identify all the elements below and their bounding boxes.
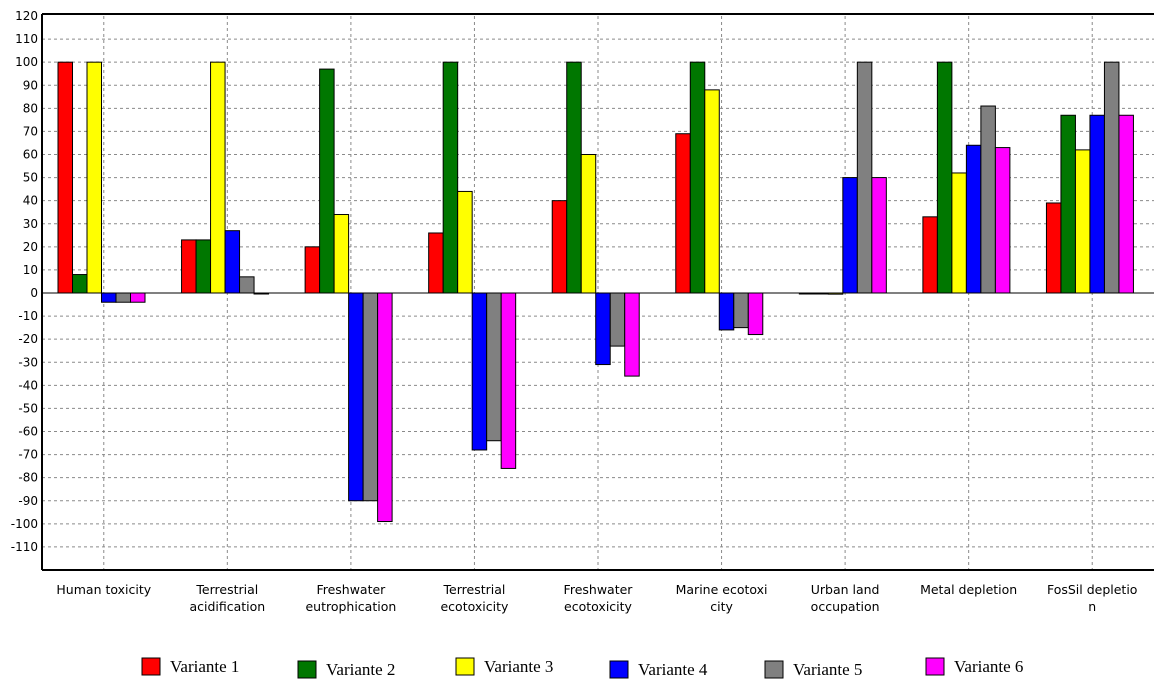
bar — [115, 292, 131, 303]
bar — [675, 133, 691, 294]
bar — [842, 177, 858, 294]
bar — [471, 292, 488, 451]
y-tick-label: -50 — [18, 401, 38, 415]
legend-label: Variante 5 — [793, 660, 862, 679]
bar — [689, 61, 706, 294]
legend-swatch — [297, 660, 317, 679]
bar — [101, 292, 117, 303]
legend-swatch — [925, 657, 945, 676]
bar — [624, 292, 640, 377]
legend-swatch — [141, 657, 161, 676]
x-tick-label: Freshwater eutrophication — [305, 582, 396, 614]
x-tick-label: Metal depletion — [920, 582, 1017, 597]
y-tick-label: 20 — [23, 240, 38, 254]
bar — [922, 216, 938, 294]
bar — [181, 239, 197, 294]
bar — [1118, 114, 1134, 294]
x-tick-label: Terrestrial acidification — [189, 582, 265, 614]
y-tick-label: 80 — [23, 101, 38, 115]
y-tick-label: 0 — [30, 286, 38, 300]
bar — [704, 89, 720, 294]
bar — [1045, 202, 1062, 294]
bar — [333, 214, 350, 294]
legend-swatch — [455, 657, 475, 676]
y-tick-label: -100 — [11, 517, 38, 531]
y-tick-label: 120 — [15, 9, 38, 23]
bar — [348, 292, 364, 502]
x-tick-label: Terrestrial ecotoxicity — [440, 582, 508, 614]
bar — [733, 292, 749, 329]
legend-label: Variante 6 — [954, 657, 1023, 676]
bar — [595, 292, 611, 366]
y-tick-label: -90 — [18, 494, 38, 508]
bar — [304, 246, 321, 294]
legend-label: Variante 1 — [170, 657, 239, 676]
x-tick-label: Marine ecotoxi city — [676, 582, 768, 614]
bar — [951, 172, 967, 294]
bar — [1089, 114, 1105, 294]
bar — [580, 154, 597, 294]
bar — [210, 61, 226, 294]
bar — [980, 105, 996, 294]
y-tick-label: 100 — [15, 55, 38, 69]
x-tick-label: Human toxicity — [56, 582, 151, 597]
bar — [195, 239, 212, 294]
y-tick-label: -20 — [18, 332, 38, 346]
bar — [856, 61, 873, 294]
y-tick-label: -60 — [18, 425, 38, 439]
bar — [224, 230, 241, 294]
bar — [551, 200, 568, 294]
y-tick-label: -70 — [18, 448, 38, 462]
legend-swatch — [609, 660, 629, 679]
y-tick-label: 60 — [23, 148, 38, 162]
legend-label: Variante 3 — [484, 657, 553, 676]
bar — [377, 292, 393, 523]
y-tick-label: -80 — [18, 471, 38, 485]
y-tick-label: 30 — [23, 217, 38, 231]
y-tick-label: 40 — [23, 194, 38, 208]
bar — [747, 292, 764, 336]
y-tick-label: 70 — [23, 124, 38, 138]
y-tick-label: -110 — [11, 540, 38, 554]
bar — [428, 232, 444, 294]
bar — [239, 276, 255, 294]
x-tick-label: Freshwater ecotoxicity — [564, 582, 634, 614]
y-tick-label: -10 — [18, 309, 38, 323]
x-tick-label: FosSil depletio n — [1047, 582, 1138, 614]
bar — [718, 292, 735, 331]
bar — [994, 147, 1011, 294]
bar — [57, 61, 73, 294]
y-tick-label: -30 — [18, 355, 38, 369]
bar — [566, 61, 582, 294]
y-tick-label: 110 — [15, 32, 38, 46]
x-tick-label: Urban land occupation — [811, 582, 880, 614]
bar — [362, 292, 379, 502]
y-tick-label: -40 — [18, 378, 38, 392]
legend-label: Variante 4 — [638, 660, 708, 679]
bar — [500, 292, 517, 469]
bar — [1060, 114, 1076, 294]
bar — [871, 177, 887, 294]
bar — [319, 68, 335, 294]
y-tick-label: 50 — [23, 171, 38, 185]
legend-swatch — [764, 660, 784, 679]
legend-label: Variante 2 — [326, 660, 395, 679]
bar — [86, 61, 102, 294]
y-tick-label: 90 — [23, 78, 38, 92]
y-tick-label: 10 — [23, 263, 38, 277]
bar — [457, 190, 473, 294]
bar — [486, 292, 502, 442]
bar — [130, 292, 146, 303]
bar — [965, 144, 982, 294]
bar — [442, 61, 459, 294]
bar — [72, 274, 88, 294]
bar — [1074, 149, 1091, 294]
bar — [936, 61, 953, 294]
bar — [1103, 61, 1120, 294]
bar — [609, 292, 626, 347]
